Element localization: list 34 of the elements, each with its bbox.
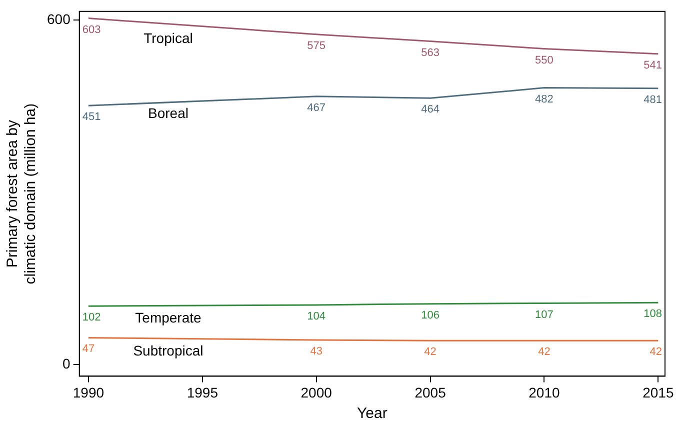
data-label: 603 — [82, 24, 101, 36]
data-label: 575 — [307, 40, 326, 52]
data-label: 107 — [535, 308, 554, 321]
x-tick-label: 2015 — [642, 384, 674, 400]
x-tick-label: 1995 — [186, 384, 218, 400]
y-tick-label: 600 — [47, 10, 71, 27]
data-label: 43 — [310, 346, 322, 358]
series-label: Tropical — [144, 30, 193, 46]
data-label: 102 — [82, 312, 101, 324]
data-label: 106 — [421, 309, 440, 322]
series-label: Subtropical — [133, 342, 204, 359]
x-tick-label: 1990 — [72, 384, 104, 400]
x-axis-title: Year — [357, 405, 388, 422]
x-tick-label: 2000 — [300, 384, 332, 400]
y-tick-label: 0 — [62, 356, 71, 372]
x-tick-label: 2010 — [528, 384, 560, 400]
x-tick-label: 2005 — [414, 384, 446, 400]
data-label: 104 — [307, 310, 326, 322]
data-label: 42 — [538, 346, 550, 358]
data-label: 451 — [82, 111, 101, 124]
data-label: 482 — [535, 93, 554, 106]
data-label: 464 — [421, 104, 440, 116]
data-label: 47 — [82, 343, 95, 356]
data-label: 42 — [650, 346, 662, 358]
data-label: 481 — [644, 94, 662, 106]
data-label: 563 — [421, 46, 440, 59]
data-label: 541 — [644, 59, 662, 72]
series-label: Temperate — [135, 309, 202, 326]
data-label: 467 — [307, 102, 326, 114]
data-label: 550 — [535, 54, 554, 66]
y-axis-title: Primary forest area by climatic domain (million ha) — [4, 103, 40, 284]
series-label: Boreal — [148, 104, 188, 121]
data-label: 42 — [424, 346, 436, 358]
data-label: 108 — [644, 308, 662, 320]
